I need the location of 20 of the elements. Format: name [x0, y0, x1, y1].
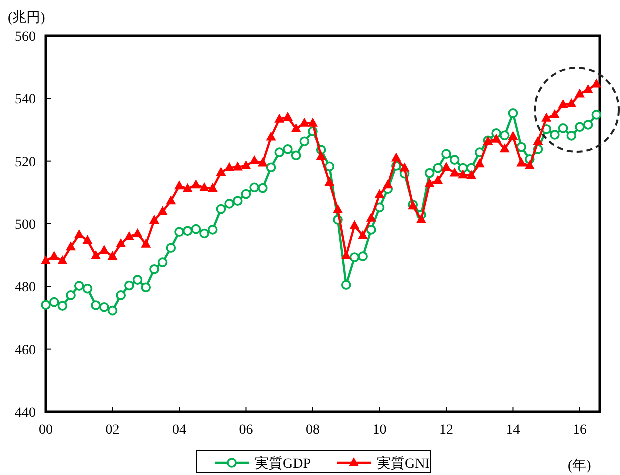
x-tick-label: 16 — [572, 423, 587, 438]
legend-label: 実質GNI — [377, 456, 430, 472]
y-tick-label: 560 — [15, 30, 36, 45]
x-tick-label: 10 — [372, 423, 387, 438]
y-tick-label: 540 — [15, 92, 36, 108]
legend-label: 実質GDP — [255, 456, 312, 472]
y-tick-label: 480 — [15, 280, 36, 296]
y-axis-title: (兆円) — [8, 10, 46, 26]
y-tick-label: 460 — [15, 343, 36, 358]
x-tick-label: 06 — [239, 423, 254, 438]
y-tick-label: 440 — [15, 406, 36, 421]
x-tick-label: 04 — [172, 423, 186, 438]
x-tick-label: 08 — [306, 423, 320, 438]
x-axis-title: (年) — [568, 458, 592, 474]
x-tick-label: 00 — [39, 423, 53, 438]
y-tick-label: 500 — [15, 218, 36, 233]
x-tick-label: 14 — [506, 423, 520, 438]
y-tick-label: 520 — [15, 155, 36, 170]
x-tick-label: 02 — [106, 423, 120, 438]
x-tick-label: 12 — [439, 423, 454, 438]
